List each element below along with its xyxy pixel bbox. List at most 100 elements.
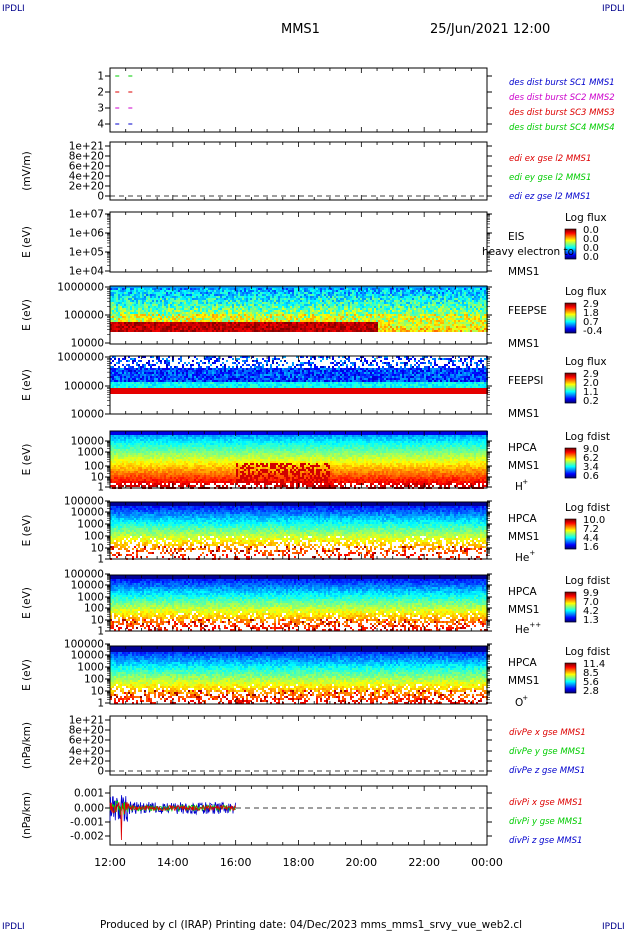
colorbar-step [565, 537, 576, 539]
colorbar-step [565, 258, 576, 260]
y-tick-label: 1e+06 [69, 228, 105, 240]
corner-mark-bottom-left: IPDLI [2, 922, 25, 932]
colorbar-step [565, 533, 576, 535]
colorbar-step [565, 538, 576, 540]
x-tick-label: 20:00 [345, 856, 377, 869]
colorbar-frame [564, 447, 577, 479]
colorbar-frame [564, 372, 577, 404]
colorbar-step [565, 373, 576, 375]
colorbar-tick-label: 10.0 [583, 515, 605, 526]
colorbar-step [565, 546, 576, 548]
colorbar-step [565, 381, 576, 383]
panel-frame [109, 211, 488, 273]
colorbar-step [565, 380, 576, 382]
y-tick-label: 0 [97, 766, 104, 778]
colorbar-step [565, 534, 576, 536]
colorbar-step [565, 671, 576, 673]
spectrogram [110, 646, 488, 704]
colorbar-step [565, 602, 576, 604]
y-tick-label: 1e+04 [69, 266, 105, 278]
colorbar-step [565, 535, 576, 537]
colorbar-tick-label: 0.0 [583, 252, 599, 263]
colorbar-step [565, 477, 576, 479]
y-tick-label: 1000 [77, 592, 104, 604]
legend-entry: des dist burst SC2 MMS2 [509, 93, 615, 103]
panel-label: HPCA [508, 586, 538, 598]
y-tick-label: 100000 [64, 496, 104, 508]
y-tick-label: 1000 [77, 662, 104, 674]
colorbar-step [565, 525, 576, 527]
y-tick-label: 4e+20 [69, 171, 104, 183]
legend-entry: divPe y gse MMS1 [509, 747, 586, 757]
colorbar-step [565, 456, 576, 458]
colorbar-step [565, 255, 576, 257]
colorbar-step [565, 473, 576, 475]
colorbar-step [565, 395, 576, 397]
colorbar-tick-label: 0.7 [583, 317, 599, 328]
y-tick-label: 3 [97, 103, 104, 115]
y-tick-label: 4e+20 [69, 746, 104, 758]
legend-entry: divPe z gse MMS1 [509, 766, 585, 776]
colorbar-step [565, 544, 576, 546]
colorbar-step [565, 326, 576, 328]
colorbar-step [565, 596, 576, 598]
spectrogram [110, 502, 488, 560]
colorbar-step [565, 306, 576, 308]
colorbar-step [565, 530, 576, 532]
colorbar-step [565, 542, 576, 544]
colorbar-tick-label: 2.8 [583, 686, 599, 697]
x-tick-label: 14:00 [157, 856, 189, 869]
x-tick-label: 16:00 [220, 856, 252, 869]
colorbar-step [565, 379, 576, 381]
colorbar-step [565, 469, 576, 471]
colorbar-step [565, 241, 576, 243]
colorbar-step [565, 312, 576, 314]
colorbar-title: Log fdist [565, 502, 610, 514]
panel-label: MMS1 [508, 338, 539, 350]
y-tick-label: 8e+20 [69, 725, 104, 737]
colorbar-step [565, 402, 576, 404]
species-label: He [515, 552, 529, 564]
colorbar-step [565, 313, 576, 315]
panel-label: HPCA [508, 657, 538, 669]
colorbar-step [565, 245, 576, 247]
y-tick-label: 0 [97, 191, 104, 203]
x-tick-label: 12:00 [94, 856, 126, 869]
x-tick-label: 18:00 [283, 856, 315, 869]
colorbar-tick-label: 2.9 [583, 369, 599, 380]
colorbar-step [565, 532, 576, 534]
colorbar-tick-label: 1.8 [583, 308, 599, 319]
colorbar-step [565, 248, 576, 250]
spectrogram [110, 575, 488, 631]
colorbar-step [565, 688, 576, 690]
colorbar-step [565, 683, 576, 685]
colorbar-tick-label: 0.6 [583, 471, 599, 482]
colorbar-step [565, 467, 576, 469]
colorbar-step [565, 250, 576, 252]
colorbar-step [565, 667, 576, 669]
colorbar-step [565, 684, 576, 686]
colorbar-tick-label: 4.2 [583, 606, 599, 617]
colorbar-tick-label: 3.4 [583, 462, 599, 473]
colorbar-step [565, 474, 576, 476]
colorbar-frame [564, 228, 577, 260]
colorbar-step [565, 304, 576, 306]
colorbar-step [565, 308, 576, 310]
colorbar-step [565, 663, 576, 665]
colorbar-step [565, 235, 576, 237]
colorbar-step [565, 309, 576, 311]
colorbar-step [565, 318, 576, 320]
colorbar-tick-label: 2.9 [583, 299, 599, 310]
y-tick-label: 0.001 [74, 788, 104, 800]
y-tick-label: 2e+20 [69, 756, 104, 768]
legend-entry: divPi y gse MMS1 [509, 817, 583, 827]
colorbar-step [565, 673, 576, 675]
colorbar-step [565, 526, 576, 528]
colorbar-tick-label: 0.0 [583, 225, 599, 236]
species-charge: + [522, 478, 528, 486]
colorbar-step [565, 531, 576, 533]
spectrogram [110, 286, 488, 332]
colorbar-step [565, 251, 576, 253]
y-tick-label: 1e+21 [69, 715, 104, 727]
